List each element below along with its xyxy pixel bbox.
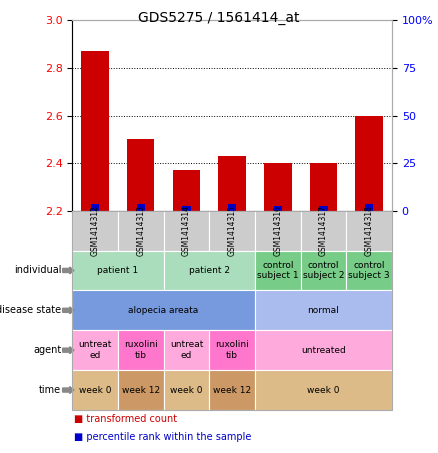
Bar xyxy=(228,203,236,211)
Text: disease state: disease state xyxy=(0,305,61,315)
Text: control
subject 1: control subject 1 xyxy=(257,261,299,280)
Text: GSM1414313: GSM1414313 xyxy=(136,205,145,256)
Text: GSM1414317: GSM1414317 xyxy=(319,205,328,256)
Bar xyxy=(365,203,373,211)
Bar xyxy=(319,206,328,211)
Text: patient 1: patient 1 xyxy=(97,266,138,275)
Text: untreat
ed: untreat ed xyxy=(78,341,112,360)
Text: individual: individual xyxy=(14,265,61,275)
Bar xyxy=(127,140,155,211)
Text: ruxolini
tib: ruxolini tib xyxy=(124,341,158,360)
Text: GSM1414316: GSM1414316 xyxy=(273,205,283,256)
Text: week 12: week 12 xyxy=(213,386,251,395)
Text: untreat
ed: untreat ed xyxy=(170,341,203,360)
Bar xyxy=(219,156,246,211)
Text: ■ transformed count: ■ transformed count xyxy=(74,414,177,424)
Text: GSM1414314: GSM1414314 xyxy=(182,205,191,256)
Bar xyxy=(310,163,337,211)
Bar xyxy=(356,116,383,211)
Text: GSM1414312: GSM1414312 xyxy=(91,205,99,256)
Text: control
subject 3: control subject 3 xyxy=(348,261,390,280)
Text: week 0: week 0 xyxy=(79,386,111,395)
Text: week 12: week 12 xyxy=(122,386,160,395)
Text: normal: normal xyxy=(307,306,339,315)
Text: ■ percentile rank within the sample: ■ percentile rank within the sample xyxy=(74,432,252,442)
Bar xyxy=(91,203,99,211)
Text: GSM1414318: GSM1414318 xyxy=(365,205,374,256)
Bar xyxy=(182,206,191,211)
Text: week 0: week 0 xyxy=(170,386,203,395)
Bar xyxy=(173,170,200,211)
Text: alopecia areata: alopecia areata xyxy=(128,306,199,315)
Text: untreated: untreated xyxy=(301,346,346,355)
Text: control
subject 2: control subject 2 xyxy=(303,261,344,280)
Bar xyxy=(264,163,292,211)
Text: GDS5275 / 1561414_at: GDS5275 / 1561414_at xyxy=(138,11,300,25)
Text: week 0: week 0 xyxy=(307,386,340,395)
Text: GSM1414315: GSM1414315 xyxy=(228,205,237,256)
Bar xyxy=(81,51,109,211)
Bar xyxy=(274,206,282,211)
Bar xyxy=(137,203,145,211)
Text: patient 2: patient 2 xyxy=(189,266,230,275)
Text: ruxolini
tib: ruxolini tib xyxy=(215,341,249,360)
Text: time: time xyxy=(39,385,61,395)
Text: agent: agent xyxy=(33,345,61,355)
